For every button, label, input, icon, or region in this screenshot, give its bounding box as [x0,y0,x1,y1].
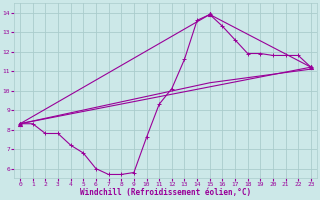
X-axis label: Windchill (Refroidissement éolien,°C): Windchill (Refroidissement éolien,°C) [80,188,251,197]
